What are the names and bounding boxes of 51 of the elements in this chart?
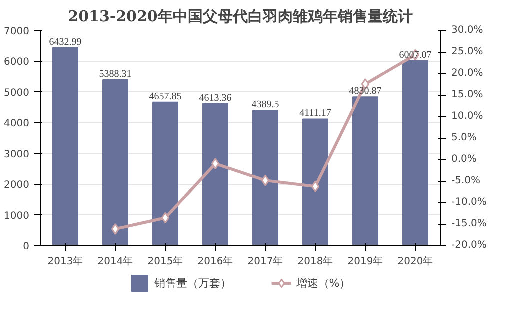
y2-tick-label: -5.0% (452, 176, 481, 186)
bar (352, 96, 378, 246)
y-tick-label: 0 (23, 242, 30, 252)
x-tick-label: 2020年 (398, 256, 434, 268)
bar (252, 110, 278, 246)
y-tick-label: 2000 (4, 180, 30, 192)
data-label: 4111.17 (300, 108, 332, 120)
bar (152, 102, 178, 246)
y-tick-label: 1000 (4, 210, 30, 222)
y2-tick-label: 25.0% (452, 46, 484, 58)
y2-tick-label: 20.0% (452, 68, 484, 79)
y-tick-label: 5000 (4, 88, 30, 99)
y2-tick-label: 10.0% (452, 111, 484, 122)
point (111, 223, 120, 235)
bar (202, 103, 228, 246)
data-label: 4389.5 (252, 100, 280, 111)
y-tick-label: 6000 (4, 57, 30, 68)
x-tick-label: 2013年 (48, 256, 84, 268)
bar (402, 60, 428, 246)
x-tick-label: 2014年 (98, 256, 134, 268)
x-tick-label: 2016年 (198, 256, 234, 268)
bar (302, 118, 328, 246)
data-label: 4613.36 (199, 92, 232, 104)
y-tick-label: 4000 (4, 118, 30, 130)
y2-tick-label: 15.0% (452, 90, 484, 100)
y2-tick-label: 30.0% (452, 25, 484, 36)
x-tick-label: 2019年 (348, 256, 384, 268)
y2-tick-label: -20.0% (452, 240, 487, 251)
data-label: 4830.87 (349, 86, 382, 98)
point (211, 158, 220, 170)
y-tick-label: 7000 (4, 26, 30, 38)
chart-title: 2013-2020年中国父母代白羽肉雏鸡年销售量统计 (68, 8, 413, 26)
x-tick-label: 2017年 (248, 256, 284, 268)
bar (102, 80, 128, 246)
data-label: 4657.85 (149, 91, 182, 102)
x-tick-label: 2015年 (148, 256, 184, 268)
data-label: 6007.07 (399, 50, 432, 61)
y2-tick-label: -10.0% (452, 197, 487, 208)
data-label: 5388.31 (99, 69, 132, 80)
point (161, 212, 170, 224)
y2-tick-label: 0.0% (452, 154, 477, 165)
x-tick-label: 2018年 (298, 256, 334, 268)
data-label: 6432.99 (49, 36, 82, 48)
y2-tick-label: -15.0% (452, 218, 487, 230)
bar (52, 47, 78, 246)
point (261, 174, 270, 186)
legend-label: 增速（%） (296, 276, 351, 290)
y2-tick-label: 5.0% (452, 132, 477, 144)
point (311, 180, 320, 192)
y-tick-label: 3000 (4, 149, 30, 160)
legend-label: 销售量（万套） (154, 276, 232, 290)
